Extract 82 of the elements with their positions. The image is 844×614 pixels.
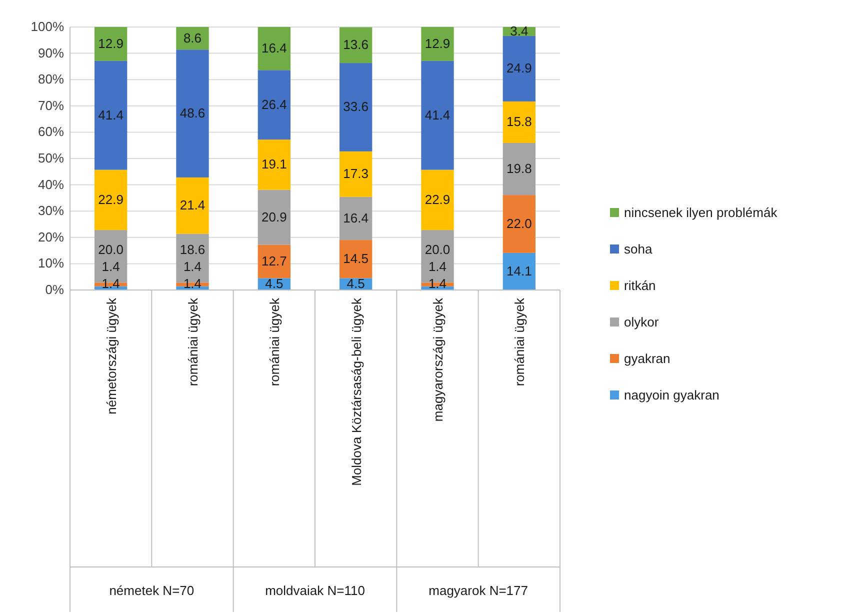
y-tick-label: 90% (38, 45, 64, 60)
y-tick-label: 50% (38, 150, 64, 166)
data-label: 12.9 (424, 36, 450, 51)
data-label: 20.0 (424, 242, 450, 257)
x-tick-label: németországi ügyek (104, 298, 119, 414)
x-tick-label: romániai ügyek (512, 298, 528, 386)
legend-label: nincsenek ilyen problémák (624, 205, 778, 220)
data-label: 14.1 (506, 263, 532, 278)
bar (94, 60, 128, 170)
x-tick-label: Moldova Köztársaság-beli ügyek (348, 298, 364, 486)
data-label: 1.4 (183, 259, 202, 274)
data-label: 1.4 (428, 259, 447, 274)
data-label: 16.4 (343, 210, 368, 226)
data-label: 26.4 (262, 96, 287, 112)
data-label: 18.6 (180, 242, 206, 257)
data-label: 17.3 (343, 166, 368, 182)
data-label: 21.4 (180, 198, 206, 213)
legend-label: ritkán (624, 278, 656, 293)
bar (258, 140, 290, 190)
x-tick-label: romániai ügyek (186, 298, 200, 386)
bar (258, 27, 290, 70)
y-tick-label: 70% (38, 98, 64, 113)
data-label: 20.9 (262, 209, 287, 224)
text: moldvaiak N=110 (265, 583, 365, 598)
bar (340, 27, 372, 64)
bar (340, 196, 372, 240)
data-label: 16.4 (262, 40, 287, 56)
bar (502, 101, 536, 143)
bar (340, 151, 372, 197)
data-label: 22.9 (424, 192, 450, 207)
bar (258, 244, 290, 278)
data-label: 41.4 (424, 107, 450, 122)
bar (502, 36, 536, 102)
bar (421, 27, 454, 61)
legend-label: gyakran (624, 351, 670, 366)
y-tick-label: 10% (38, 256, 64, 271)
y-tick-label: 30% (38, 203, 64, 218)
data-label: 19.1 (262, 156, 287, 172)
bar (176, 50, 209, 178)
bar (421, 60, 454, 170)
data-label: 15.8 (506, 114, 532, 130)
bar (94, 27, 128, 61)
bar (340, 240, 372, 278)
bar (502, 195, 536, 253)
y-tick-label: 80% (38, 72, 64, 87)
data-label: 22.9 (98, 192, 124, 207)
data-label: 19.8 (506, 161, 532, 176)
text: magyarok N=177 (428, 583, 528, 598)
x-tick-label: magyarországi ügyek (430, 298, 446, 422)
y-tick-label: 60% (38, 124, 64, 140)
data-label: 12.9 (98, 36, 124, 51)
data-label: 4.5 (346, 276, 365, 291)
bar (94, 170, 128, 230)
data-label: 13.6 (343, 37, 368, 52)
data-label: 41.4 (98, 107, 124, 122)
data-label: 24.9 (506, 60, 532, 76)
data-label: 22.0 (506, 216, 532, 231)
data-label: 20.0 (98, 242, 124, 257)
bar (258, 190, 290, 245)
data-label: 1.4 (102, 259, 120, 274)
y-tick-label: 100% (30, 19, 64, 34)
text: németek N=70 (109, 583, 194, 598)
legend-label: soha (624, 242, 653, 256)
y-tick-label: 40% (38, 176, 64, 192)
bar (502, 252, 536, 290)
data-label: 14.5 (343, 251, 368, 266)
data-label: 4.5 (265, 276, 284, 291)
bar (340, 63, 372, 152)
bar (421, 170, 454, 230)
data-label: 48.6 (180, 106, 206, 121)
bar (258, 70, 290, 140)
data-label: 12.7 (262, 253, 287, 268)
bar (176, 177, 209, 234)
legend-label: nagyoin gyakran (624, 388, 720, 402)
y-tick-label: 0% (45, 282, 64, 297)
y-tick-label: 20% (38, 229, 64, 244)
legend-label: olykor (624, 314, 660, 330)
x-tick-label: romániai ügyek (267, 298, 282, 386)
data-label: 33.6 (343, 99, 368, 114)
data-label: 3.4 (510, 23, 528, 38)
bar (502, 142, 536, 196)
data-label: 8.6 (183, 30, 202, 46)
